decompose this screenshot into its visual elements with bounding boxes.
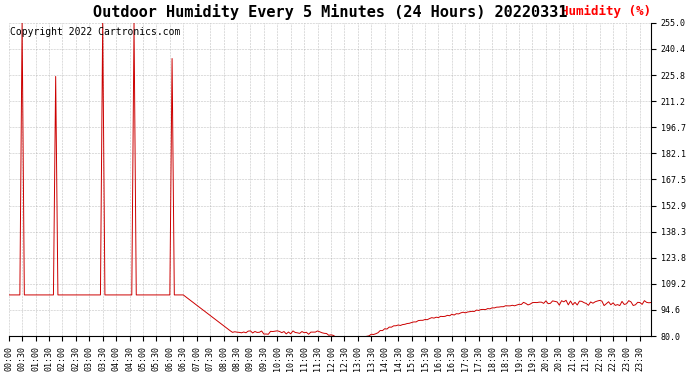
Title: Outdoor Humidity Every 5 Minutes (24 Hours) 20220331: Outdoor Humidity Every 5 Minutes (24 Hou… (92, 4, 567, 20)
Text: Copyright 2022 Cartronics.com: Copyright 2022 Cartronics.com (10, 27, 180, 38)
Text: Humidity (%): Humidity (%) (561, 5, 651, 18)
